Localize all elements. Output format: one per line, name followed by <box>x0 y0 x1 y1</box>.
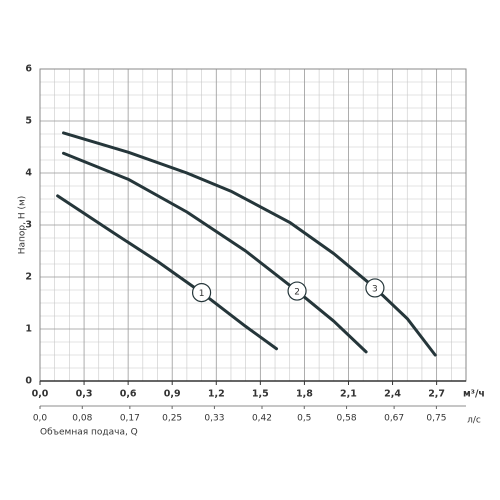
x-tick-label: 1,2 <box>208 389 225 400</box>
x2-tick-label: 0,75 <box>426 414 446 424</box>
x-tick-label: 2,4 <box>384 389 401 400</box>
legend-label: 1 <box>199 289 205 299</box>
x2-tick-label: 0,33 <box>204 414 224 424</box>
x2-tick-label: 0,5 <box>297 414 311 424</box>
y-tick-label: 1 <box>25 324 32 335</box>
x2-tick-label: 0,58 <box>337 414 357 424</box>
x2-tick-label: 0,08 <box>72 414 92 424</box>
x2-tick-label: 0,42 <box>252 414 272 424</box>
curve-label-circle <box>365 278 385 298</box>
legend-label: 3 <box>372 284 378 294</box>
x2-tick-label: 0,25 <box>162 414 182 424</box>
x2-tick-label: 0,0 <box>33 414 48 424</box>
y-tick-label: 6 <box>25 64 32 75</box>
y-tick-label: 2 <box>25 272 32 283</box>
curve <box>62 131 437 357</box>
x-tick-label: 0,6 <box>120 389 137 400</box>
x2-tick-label: 0,17 <box>120 414 140 424</box>
x-tick-label: 2,7 <box>428 389 445 400</box>
y-tick-label: 3 <box>25 220 32 231</box>
curve <box>56 194 279 351</box>
curve <box>62 151 368 354</box>
x-unit: м³/ч <box>463 389 485 400</box>
x-tick-label: 1,8 <box>296 389 313 400</box>
y-tick-label: 4 <box>25 168 32 179</box>
x-tick-label: 0,0 <box>32 389 49 400</box>
x-tick-label: 0,3 <box>76 389 93 400</box>
x2-unit: л/с <box>467 416 481 426</box>
y-tick-label: 5 <box>25 116 32 127</box>
y-tick-label: 0 <box>25 376 32 387</box>
legend-label: 2 <box>294 288 300 298</box>
y-axis-label: Напор, H (м) <box>18 196 28 255</box>
x2-tick-label: 0,67 <box>384 414 404 424</box>
curve-label-circle <box>191 283 212 303</box>
x-axis-label: Объемная подача, Q <box>40 428 138 438</box>
x-tick-label: 2,1 <box>340 389 357 400</box>
x-tick-label: 1,5 <box>252 389 269 400</box>
curve-label-circle <box>287 281 307 301</box>
x-tick-label: 0,9 <box>164 389 181 400</box>
